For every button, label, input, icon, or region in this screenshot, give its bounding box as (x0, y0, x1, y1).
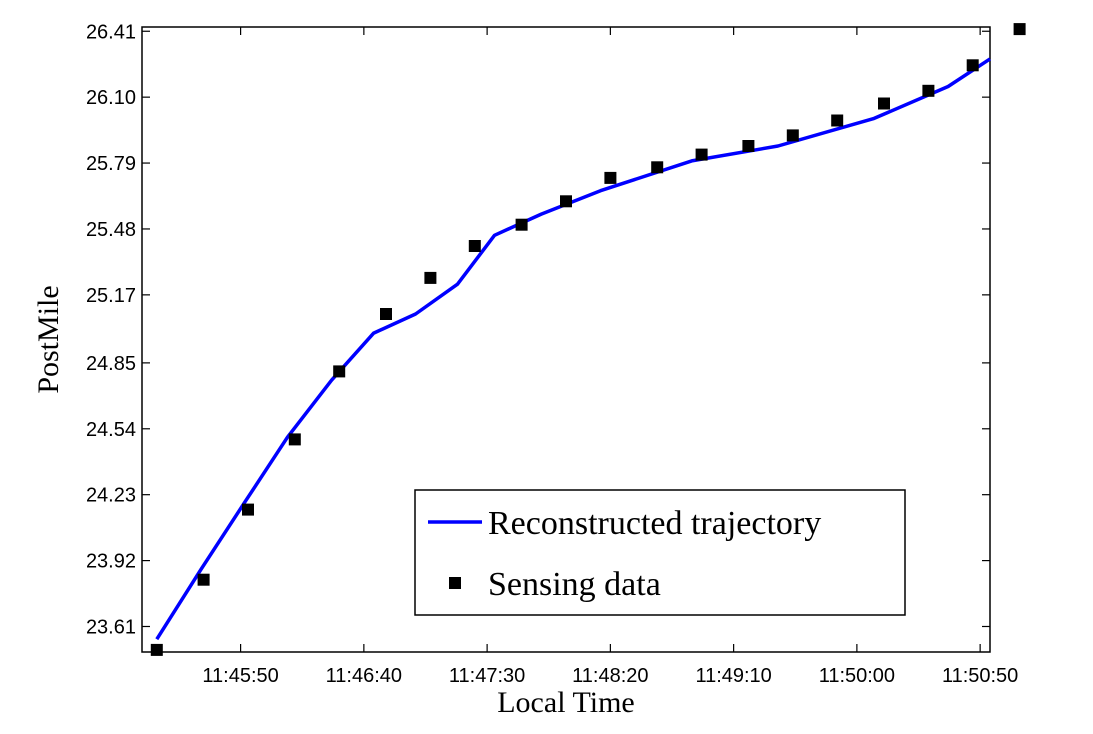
sensing-point (380, 308, 392, 320)
sensing-point (515, 218, 528, 231)
sensing-point (786, 129, 799, 142)
plot-area (141, 26, 991, 653)
sensing-point (150, 643, 163, 656)
legend-marker-swatch (449, 577, 461, 589)
y-tick-label: 23.92 (86, 551, 136, 573)
sensing-point (288, 433, 301, 446)
axes-box (141, 26, 991, 653)
sensing-point (878, 97, 890, 110)
x-tick-label: 11:46:40 (326, 665, 402, 687)
sensing-point (831, 114, 844, 127)
y-tick-label: 26.10 (86, 87, 136, 109)
y-tick-label: 24.85 (86, 353, 136, 375)
legend-entry-sensing: Sensing data (488, 566, 661, 603)
sensing-point (197, 573, 210, 586)
y-tick-label: 24.23 (86, 485, 136, 507)
legend-box (414, 489, 906, 616)
x-tick-label: 11:48:20 (572, 665, 648, 687)
sensing-point (424, 271, 437, 284)
sensing-point (651, 161, 664, 174)
sensing-point (1013, 23, 1026, 36)
sensing-point (742, 140, 755, 152)
y-tick-label: 23.61 (86, 616, 136, 638)
sensing-points (150, 23, 1026, 656)
y-tick-label: 25.79 (86, 153, 136, 175)
trajectory-line (155, 57, 991, 641)
sensing-point (922, 84, 935, 97)
x-axis: 11:45:50 11:46:40 11:47:30 11:48:20 11:49:10… (202, 27, 1018, 687)
y-axis: 23.61 23.92 24.23 24.54 24.85 25.17 25.48 25.79… (86, 21, 990, 638)
x-axis-title: Local Time (497, 686, 635, 719)
legend-entry-trajectory: Reconstructed trajectory (488, 505, 821, 542)
x-tick-label: 11:45:50 (202, 665, 278, 687)
x-tick-label: 11:49:10 (695, 665, 771, 687)
y-axis-title: PostMile (32, 285, 65, 393)
y-tick-label: 26.41 (86, 21, 136, 43)
sensing-point (242, 503, 254, 516)
sensing-point (560, 195, 572, 208)
sensing-point (695, 148, 708, 161)
sensing-point (333, 365, 346, 378)
sensing-point (468, 240, 481, 252)
x-tick-label: 11:50:50 (942, 665, 1018, 687)
sensing-point (966, 59, 979, 72)
x-tick-label: 11:47:30 (449, 665, 525, 687)
y-tick-label: 25.17 (86, 285, 136, 307)
y-tick-label: 25.48 (86, 219, 136, 241)
legend: Reconstructed trajectory Sensing data (414, 489, 906, 616)
y-tick-label: 24.54 (86, 419, 136, 441)
sensing-point (604, 171, 617, 184)
x-tick-label: 11:50:00 (819, 665, 895, 687)
